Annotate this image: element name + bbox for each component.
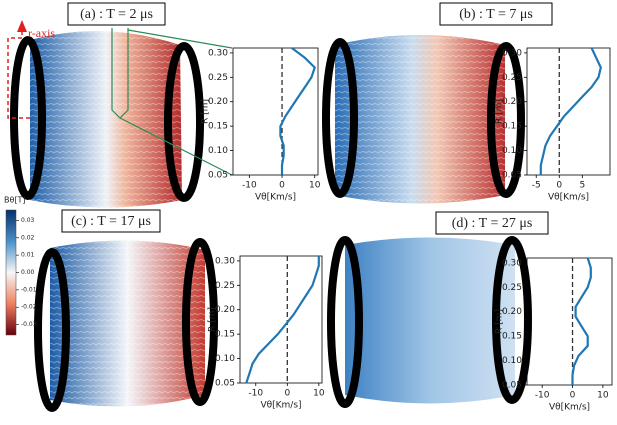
y-tick-label: 0.20	[208, 97, 228, 107]
x-tick-label: -10	[535, 391, 550, 401]
y-tick-label: 0.20	[215, 305, 235, 315]
y-tick-label: 0.25	[215, 281, 235, 291]
x-axis-label: Vθ[Km/s]	[548, 193, 589, 203]
x-tick-label: -10	[242, 181, 257, 191]
y-tick-label: 0.30	[502, 48, 522, 58]
line	[539, 47, 602, 175]
y-tick-label: 0.20	[502, 97, 522, 107]
render-a	[7, 20, 233, 208]
y-axis-label: R [m]	[495, 99, 505, 124]
y-axis-label: R [m]	[495, 309, 505, 334]
render-d	[327, 236, 532, 408]
colorbar-tick-label: 0.01	[21, 252, 35, 259]
panel-label-box	[439, 2, 553, 26]
x-axis-label: Vθ[Km/s]	[255, 193, 296, 203]
line	[279, 47, 316, 175]
colorbar-tick-label: -0.02	[21, 304, 37, 311]
x-tick-label: 10	[597, 391, 609, 401]
render-b	[322, 35, 525, 204]
y-tick-label: 0.05	[208, 171, 228, 181]
line	[571, 257, 592, 385]
colorbar-tick-label: -0.03	[21, 321, 37, 328]
colorbar-label: Bθ[T]	[4, 196, 26, 205]
x-tick-label: -10	[248, 389, 263, 399]
y-tick-label: 0.05	[502, 171, 522, 181]
colorbar-tick-label: 0.03	[21, 217, 35, 224]
x-tick-label: 10	[309, 181, 321, 191]
y-tick-label: 0.30	[208, 48, 228, 58]
y-tick-label: 0.15	[208, 122, 228, 132]
x-tick-label: 10	[313, 389, 325, 399]
x-tick-label: 5	[579, 181, 585, 191]
x-tick-label: 0	[570, 391, 576, 401]
y-tick-label: 0.30	[215, 256, 235, 266]
y-axis-label: R [m]	[201, 99, 211, 124]
panel-label-box	[67, 2, 166, 26]
y-tick-label: 0.15	[502, 332, 522, 342]
colorbar-tick-label: 0.02	[21, 234, 35, 241]
y-tick-label: 0.10	[215, 354, 235, 364]
annotation: r-axis	[28, 26, 55, 40]
axes-frame	[526, 257, 613, 386]
colorbar-tick-label: -0.01	[21, 286, 37, 293]
y-tick-label: 0.30	[502, 258, 522, 268]
y-tick-label: 0.05	[502, 381, 522, 391]
x-tick-label: 0	[279, 181, 285, 191]
colorbar	[5, 209, 17, 336]
axes-frame	[232, 47, 319, 176]
axes-frame	[526, 47, 611, 176]
y-tick-label: 0.25	[502, 73, 522, 83]
x-axis-label: Vθ[Km/s]	[260, 401, 301, 411]
y-tick-label: 0.10	[502, 356, 522, 366]
panel-label: (d) : T = 27 μs	[452, 216, 533, 231]
x-tick-label: 0	[556, 181, 562, 191]
y-tick-label: 0.10	[502, 146, 522, 156]
render-c	[34, 238, 218, 412]
y-tick-label: 0.10	[208, 146, 228, 156]
y-tick-label: 0.25	[502, 283, 522, 293]
y-tick-label: 0.05	[215, 379, 235, 389]
panel-label: (c) : T = 17 μs	[71, 214, 151, 229]
panel-label: (a) : T = 2 μs	[80, 7, 153, 22]
x-tick-label: 0	[284, 389, 290, 399]
y-tick-label: 0.20	[502, 307, 522, 317]
y-tick-label: 0.25	[208, 73, 228, 83]
y-tick-label: 0.15	[215, 330, 235, 340]
x-tick-label: -5	[532, 181, 541, 191]
y-tick-label: 0.15	[502, 122, 522, 132]
y-axis-label: R [m]	[208, 307, 218, 332]
panel-label-box	[435, 211, 549, 235]
panel-label-box	[61, 209, 161, 233]
x-axis-label: Vθ[Km/s]	[549, 403, 590, 413]
colorbar-tick-label: 0.00	[21, 269, 35, 276]
panel-label: (b) : T = 7 μs	[459, 7, 533, 22]
axes-frame	[239, 255, 323, 384]
line	[245, 256, 320, 384]
